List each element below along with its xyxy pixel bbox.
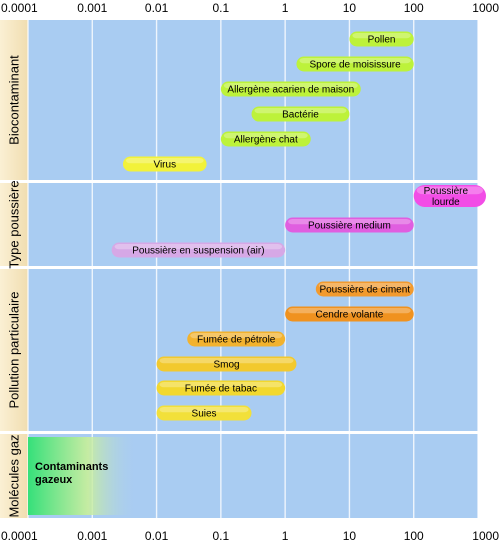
band-label-molecules-gaz: Molécules gaz — [7, 434, 22, 517]
bar-label-suies: Suies — [192, 409, 217, 420]
bar-label-poussiere-en-suspension-air: Poussière en suspension (air) — [132, 246, 264, 257]
bar-highlight — [223, 133, 308, 139]
tick-label-bottom: 0.0001 — [1, 529, 38, 543]
bar-highlight — [318, 283, 411, 289]
bar-highlight — [159, 358, 294, 364]
bar-highlight — [223, 83, 358, 89]
bar-poussiere-lourde — [413, 185, 486, 207]
bar-label-contaminants-gazeux: Contaminants — [35, 461, 108, 473]
bar-allergene-acarien-de-maison — [220, 81, 361, 97]
bar-label-virus: Virus — [153, 160, 176, 171]
tick-label-bottom: 1 — [282, 529, 289, 543]
bar-label-contaminants-gazeux: gazeux — [35, 474, 73, 486]
bar-label-cendre-volante: Cendre volante — [316, 310, 384, 321]
bar-spore-de-moisissure — [296, 56, 414, 72]
bar-label-allergene-acarien-de-maison: Allergène acarien de maison — [227, 85, 354, 96]
tick-label-top: 0.01 — [145, 1, 169, 15]
tick-label-top: 0.001 — [77, 1, 107, 15]
tick-label-bottom: 1000 — [472, 529, 499, 543]
bar-suies — [156, 405, 252, 421]
bar-label-poussiere-lourde: Poussière — [424, 186, 469, 197]
bar-smog — [156, 356, 297, 372]
band-separator — [0, 180, 478, 183]
bar-poussiere-medium — [285, 217, 414, 233]
bar-fumee-de-tabac — [156, 380, 286, 396]
bar-label-allergene-chat: Allergène chat — [234, 135, 298, 146]
bar-highlight — [114, 244, 283, 250]
bar-label-spore-de-moisissure: Spore de moisissure — [310, 60, 402, 71]
tick-label-top: 10 — [343, 1, 357, 15]
band-separator — [0, 266, 478, 269]
bar-label-poussiere-lourde: lourde — [432, 197, 460, 208]
bar-allergene-chat — [220, 131, 311, 147]
bar-label-smog: Smog — [213, 360, 239, 371]
tick-label-bottom: 0.1 — [213, 529, 230, 543]
bar-virus — [122, 156, 207, 172]
band-label-type-poussiere: Type poussière — [7, 180, 22, 268]
bar-highlight — [159, 382, 283, 388]
tick-label-bottom: 0.001 — [77, 529, 107, 543]
bar-highlight — [416, 186, 483, 195]
bar-highlight — [254, 108, 347, 114]
tick-label-bottom: 10 — [343, 529, 357, 543]
bar-highlight — [352, 33, 411, 39]
tick-label-top: 1000 — [472, 1, 499, 15]
bar-label-bacterie: Bactérie — [282, 110, 319, 121]
bar-highlight — [159, 407, 249, 413]
bar-label-poussiere-medium: Poussière medium — [308, 221, 391, 232]
band-background — [28, 20, 478, 180]
tick-label-top: 0.1 — [213, 1, 230, 15]
tick-label-top: 1 — [282, 1, 289, 15]
bar-poussiere-en-suspension-air — [111, 242, 286, 258]
bar-highlight — [190, 333, 283, 339]
bar-label-fumee-de-tabac: Fumée de tabac — [185, 384, 257, 395]
bar-pollen — [349, 31, 414, 47]
band-label-pollution-particulaire: Pollution particulaire — [7, 291, 22, 408]
band-separator — [0, 431, 478, 434]
bar-cendre-volante — [285, 306, 414, 322]
bar-label-poussiere-de-ciment: Poussière de ciment — [319, 285, 410, 296]
tick-label-bottom: 100 — [404, 529, 424, 543]
bar-fumee-de-petrole — [187, 331, 286, 347]
tick-label-bottom: 0.01 — [145, 529, 169, 543]
tick-label-top: 100 — [404, 1, 424, 15]
bar-highlight — [288, 308, 411, 314]
bar-label-pollen: Pollen — [368, 35, 396, 46]
bar-contaminants-gazeux — [28, 437, 138, 515]
bar-label-fumee-de-petrole: Fumée de pétrole — [197, 335, 276, 346]
tick-label-top: 0.0001 — [1, 1, 38, 15]
bar-highlight — [288, 219, 411, 225]
bar-poussiere-de-ciment — [315, 281, 414, 297]
bar-highlight — [125, 158, 204, 164]
bar-highlight — [299, 58, 411, 64]
bar-bacterie — [251, 106, 350, 122]
band-label-biocontaminant: Biocontaminant — [7, 55, 22, 145]
